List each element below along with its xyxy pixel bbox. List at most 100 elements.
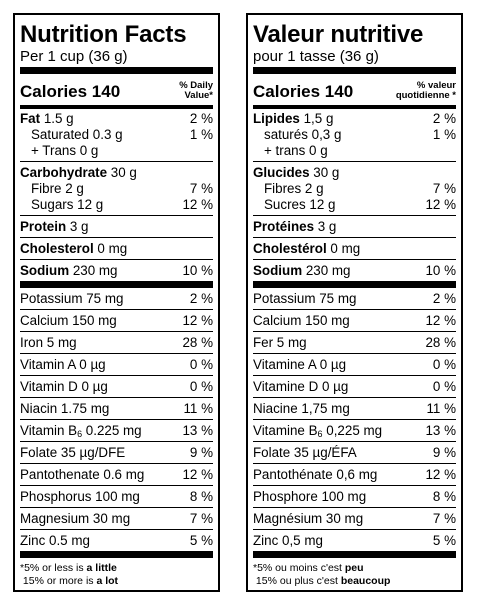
fibre-pct: 7 % [432, 181, 456, 196]
sodium-pct: 10 % [182, 263, 213, 278]
nutrient-pct: 2 % [432, 291, 456, 306]
divider-rule [20, 331, 213, 332]
divider-rule [253, 105, 456, 109]
vitamin-b6-subscript: 6 [317, 429, 323, 439]
footnote: *5% ou moins c'est peu 15% ou plus c'est… [253, 558, 456, 588]
divider-rule [20, 67, 213, 74]
fat-row: Fat 1.5 g 2 % [20, 111, 213, 127]
saturated-row: Saturated 0.3 g 1 % [20, 127, 213, 143]
divider-rule [253, 67, 456, 74]
vitamin-b6-amount: 0.225 mg [82, 423, 142, 438]
divider-rule [253, 397, 456, 398]
nutrient-label: Vitamin D 0 µg [20, 379, 108, 394]
panel-title: Valeur nutritive [253, 21, 424, 48]
nutrient-pct: 12 % [425, 313, 456, 328]
trans-label: + trans 0 g [264, 143, 328, 158]
nutrient-row: Phosphorus 100 mg 8 % [20, 486, 213, 507]
sat-trans-pct: 1 % [432, 127, 456, 142]
nutrient-row: Zinc 0.5 mg 5 % [20, 530, 213, 551]
cholesterol-label: Cholestérol [253, 241, 327, 256]
divider-rule [253, 161, 456, 162]
nutrient-row: Folate 35 µg/ÉFA 9 % [253, 442, 456, 463]
nutrient-row: Folate 35 µg/DFE 9 % [20, 442, 213, 463]
divider-rule [20, 309, 213, 310]
nutrient-pct: 7 % [189, 511, 213, 526]
divider-rule [20, 419, 213, 420]
nutrient-pct: 28 % [425, 335, 456, 350]
nutrient-label: Vitamin A 0 µg [20, 357, 106, 372]
cholesterol-amount: 0 mg [97, 241, 128, 256]
nutrient-row: Vitamin D 0 µg 0 % [20, 376, 213, 397]
calories-label: Calories 140 [20, 82, 121, 101]
fibre-label: Fibre 2 g [31, 181, 84, 196]
nutrient-label: Vitamine A 0 µg [253, 357, 347, 372]
daily-value-header-line1: % Daily [179, 80, 213, 91]
trans-row: + trans 0 g [253, 143, 456, 159]
protein-label: Protéines [253, 219, 315, 234]
carbohydrate-label-wrap: Glucides 30 g [253, 165, 339, 181]
daily-value-header: % Daily Value* [179, 81, 213, 105]
divider-rule [253, 281, 456, 288]
vitamin-b6-pct: 13 % [182, 423, 213, 438]
nutrient-row: Pantothenate 0.6 mg 12 % [20, 464, 213, 485]
fibre-row: Fibre 2 g 7 % [20, 181, 213, 197]
protein-amount: 3 g [69, 219, 89, 234]
fat-label: Fat [20, 111, 41, 126]
nutrient-row: Iron 5 mg 28 % [20, 332, 213, 353]
nutrient-pct: 2 % [189, 291, 213, 306]
carbohydrate-group: Glucides 30 g Fibres 2 g 7 % Sucres 12 g 12 … [253, 162, 456, 215]
calories-row: Calories 140 % valeur quotidienne * [253, 74, 456, 105]
calories-row: Calories 140 % Daily Value* [20, 74, 213, 105]
fibre-row: Fibres 2 g 7 % [253, 181, 456, 197]
protein-label: Protein [20, 219, 67, 234]
fat-pct: 2 % [189, 111, 213, 126]
divider-rule [253, 507, 456, 508]
sodium-amount: 230 mg [72, 263, 118, 278]
carbohydrate-row: Carbohydrate 30 g [20, 165, 213, 181]
sodium-pct: 10 % [425, 263, 456, 278]
daily-value-header-line1: % valeur [416, 80, 456, 91]
divider-rule [20, 463, 213, 464]
sugars-label: Sugars 12 g [31, 197, 104, 212]
carbohydrate-row: Glucides 30 g [253, 165, 456, 181]
protein-amount: 3 g [317, 219, 337, 234]
divider-rule [20, 281, 213, 288]
serving-size: Per 1 cup (36 g) [20, 48, 128, 65]
vitamin-b6-label: Vitamin B6 0.225 mg [20, 423, 142, 439]
nutrient-row: Potassium 75 mg 2 % [20, 288, 213, 309]
divider-rule [20, 105, 213, 109]
cholesterol-row: Cholesterol 0 mg [20, 238, 213, 259]
nutrient-pct: 9 % [432, 445, 456, 460]
footnote-line1: *5% ou moins c'est peu [253, 562, 456, 575]
footnote-line2-emph: beaucoup [340, 575, 391, 587]
nutrient-row: Vitamin A 0 µg 0 % [20, 354, 213, 375]
protein-row: Protéines 3 g [253, 216, 456, 237]
nutrient-label: Folate 35 µg/DFE [20, 445, 126, 460]
sodium-label: Sodium [20, 263, 70, 278]
carbohydrate-label-wrap: Carbohydrate 30 g [20, 165, 137, 181]
sodium-label-wrap: Sodium 230 mg [20, 263, 118, 278]
divider-rule [20, 529, 213, 530]
nutrient-label: Niacin 1.75 mg [20, 401, 110, 416]
fat-label-wrap: Lipides 1,5 g [253, 111, 333, 127]
divider-rule [253, 215, 456, 216]
cholesterol-row: Cholestérol 0 mg [253, 238, 456, 259]
divider-rule [253, 529, 456, 530]
nutrient-label: Potassium 75 mg [20, 291, 124, 306]
daily-value-header: % valeur quotidienne * [396, 81, 456, 105]
sodium-row: Sodium 230 mg 10 % [20, 260, 213, 281]
nutrient-pct: 5 % [189, 533, 213, 548]
nutrient-row: Calcium 150 mg 12 % [20, 310, 213, 331]
footnote-line1-text: *5% or less is [20, 562, 87, 574]
nutrition-facts-panel-fr: Valeur nutritive pour 1 tasse (36 g) Calor… [246, 13, 463, 592]
nutrient-label: Calcium 150 mg [253, 313, 350, 328]
nutrient-row: Potassium 75 mg 2 % [253, 288, 456, 309]
nutrient-label: Folate 35 µg/ÉFA [253, 445, 357, 460]
vitamin-b6-prefix: Vitamin B [20, 423, 78, 438]
divider-rule [253, 419, 456, 420]
nutrient-row: Magnesium 30 mg 7 % [20, 508, 213, 529]
saturated-label: Saturated 0.3 g [31, 127, 123, 142]
vitamin-b6-prefix: Vitamine B [253, 423, 318, 438]
divider-rule [253, 237, 456, 238]
